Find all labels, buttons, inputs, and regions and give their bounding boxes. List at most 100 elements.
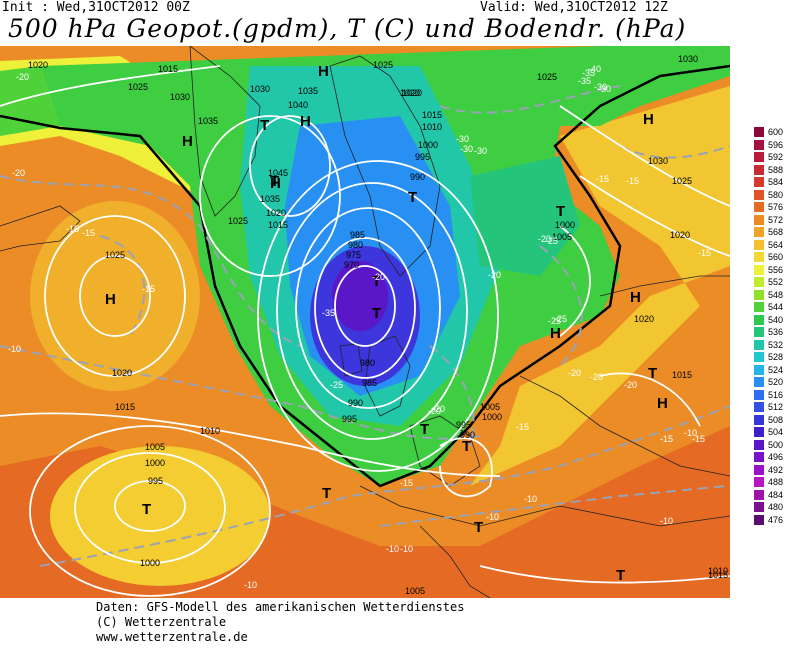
temp-label: -40	[588, 64, 601, 74]
temp-label: -20	[372, 272, 385, 282]
isobars	[0, 65, 730, 597]
legend-swatch	[754, 177, 764, 188]
zone-atlantic-yellow	[30, 201, 200, 391]
legend-value: 544	[768, 302, 784, 312]
legend-value: 596	[768, 139, 784, 150]
legend-value: 540	[768, 314, 784, 325]
low-marker: T	[142, 501, 151, 518]
legend-swatch	[754, 402, 764, 413]
temp-label: -20	[568, 368, 581, 378]
legend-swatch	[754, 489, 764, 500]
temp-label: -35	[578, 76, 591, 86]
isobar-label: 1030	[648, 156, 668, 166]
legend-swatch	[754, 339, 764, 350]
legend-swatch	[754, 377, 764, 388]
legend-swatch	[754, 152, 764, 163]
isobar-label: 1025	[228, 216, 248, 226]
temp-label: -30	[460, 144, 473, 154]
zone-east-yellow	[470, 86, 730, 486]
legend-value: 568	[768, 227, 784, 237]
temp-label: -25	[330, 380, 343, 390]
isobar-label: 995	[148, 476, 163, 486]
legend-swatch	[754, 364, 764, 375]
legend-value: 592	[768, 152, 784, 162]
legend-swatch	[754, 227, 764, 238]
legend-value: 528	[768, 352, 784, 362]
high-marker: H	[318, 63, 329, 80]
isobar-label: 980	[348, 240, 363, 250]
legend-swatch	[754, 164, 764, 175]
temp-label: -30	[456, 134, 469, 144]
init-time: Init : Wed,31OCT2012 00Z	[2, 0, 190, 15]
legend-value: 492	[768, 464, 784, 475]
isobar-label: 1035	[298, 86, 318, 96]
isobar-label: 1020	[266, 208, 286, 218]
isobar-label: 995	[415, 152, 430, 162]
isobar-label: 1020	[670, 230, 690, 240]
isobar-label: 985	[350, 230, 365, 240]
isobar-label: 995	[456, 420, 471, 430]
legend-swatch	[754, 477, 764, 488]
temp-label: -30	[474, 146, 487, 156]
isobar-label: 1015	[708, 570, 728, 580]
legend-value: 500	[768, 439, 784, 450]
temp-label: -20	[428, 406, 441, 416]
temp-label: -10	[660, 516, 673, 526]
temp-label: -15	[400, 478, 413, 488]
legend-value: 488	[768, 477, 784, 487]
temp-label: -15	[516, 422, 529, 432]
legend-swatch	[754, 439, 764, 450]
zone-cold-core-inner	[332, 261, 388, 331]
isobar-label: 1015	[158, 64, 178, 74]
low-marker: T	[462, 438, 471, 455]
isobar-label: 985	[362, 378, 377, 388]
legend-value: 484	[768, 489, 784, 500]
temp-label: -10	[486, 512, 499, 522]
low-marker: T	[260, 117, 269, 134]
legend-value: 580	[768, 189, 784, 200]
isobar-label: 975	[346, 250, 361, 260]
temp-label: -20	[432, 404, 445, 414]
legend-swatch	[754, 202, 764, 213]
legend-value: 556	[768, 264, 784, 275]
legend-value: 480	[768, 502, 784, 512]
isobar-label: 1020	[634, 314, 654, 324]
temp-label: -10	[524, 494, 537, 504]
temp-label: -10	[244, 580, 257, 590]
low-marker: T	[420, 421, 429, 438]
low-marker: T	[616, 567, 625, 584]
isobar-label: 1040	[288, 100, 308, 110]
temp-label: -15	[698, 248, 711, 258]
legend-swatch	[754, 264, 764, 275]
zone-teal-2	[470, 156, 580, 276]
legend-swatch	[754, 277, 764, 288]
isobar-label: 1020	[400, 88, 420, 98]
isobar-label: 1030	[170, 92, 190, 102]
legend-swatch	[754, 252, 764, 263]
legend-value: 560	[768, 252, 784, 262]
legend-swatch	[754, 389, 764, 400]
legend-value: 536	[768, 327, 784, 337]
legend-swatch	[754, 514, 764, 525]
valid-time: Valid: Wed,31OCT2012 12Z	[480, 0, 668, 15]
legend-value: 524	[768, 364, 784, 375]
temp-label: -15	[692, 434, 705, 444]
temp-label: -15	[596, 174, 609, 184]
isobar-label: 1030	[678, 54, 698, 64]
isobar-label: 970	[344, 260, 359, 270]
legend-swatch	[754, 427, 764, 438]
isobar-label: 1045	[268, 168, 288, 178]
isobar-label: 1000	[140, 558, 160, 568]
high-marker: H	[657, 395, 668, 412]
temp-label: -15	[142, 284, 155, 294]
temp-label: -20	[624, 380, 637, 390]
legend-value: 576	[768, 202, 784, 212]
legend-value: 512	[768, 402, 784, 412]
footer-data-source: Daten: GFS-Modell des amerikanischen Wet…	[96, 600, 465, 614]
temp-label: -20	[590, 372, 603, 382]
isobar-label: 1000	[555, 220, 575, 230]
isobar-label: 1005	[552, 232, 572, 242]
legend-value: 476	[768, 514, 784, 525]
legend-value: 516	[768, 389, 784, 400]
temp-label: -25	[545, 236, 558, 246]
